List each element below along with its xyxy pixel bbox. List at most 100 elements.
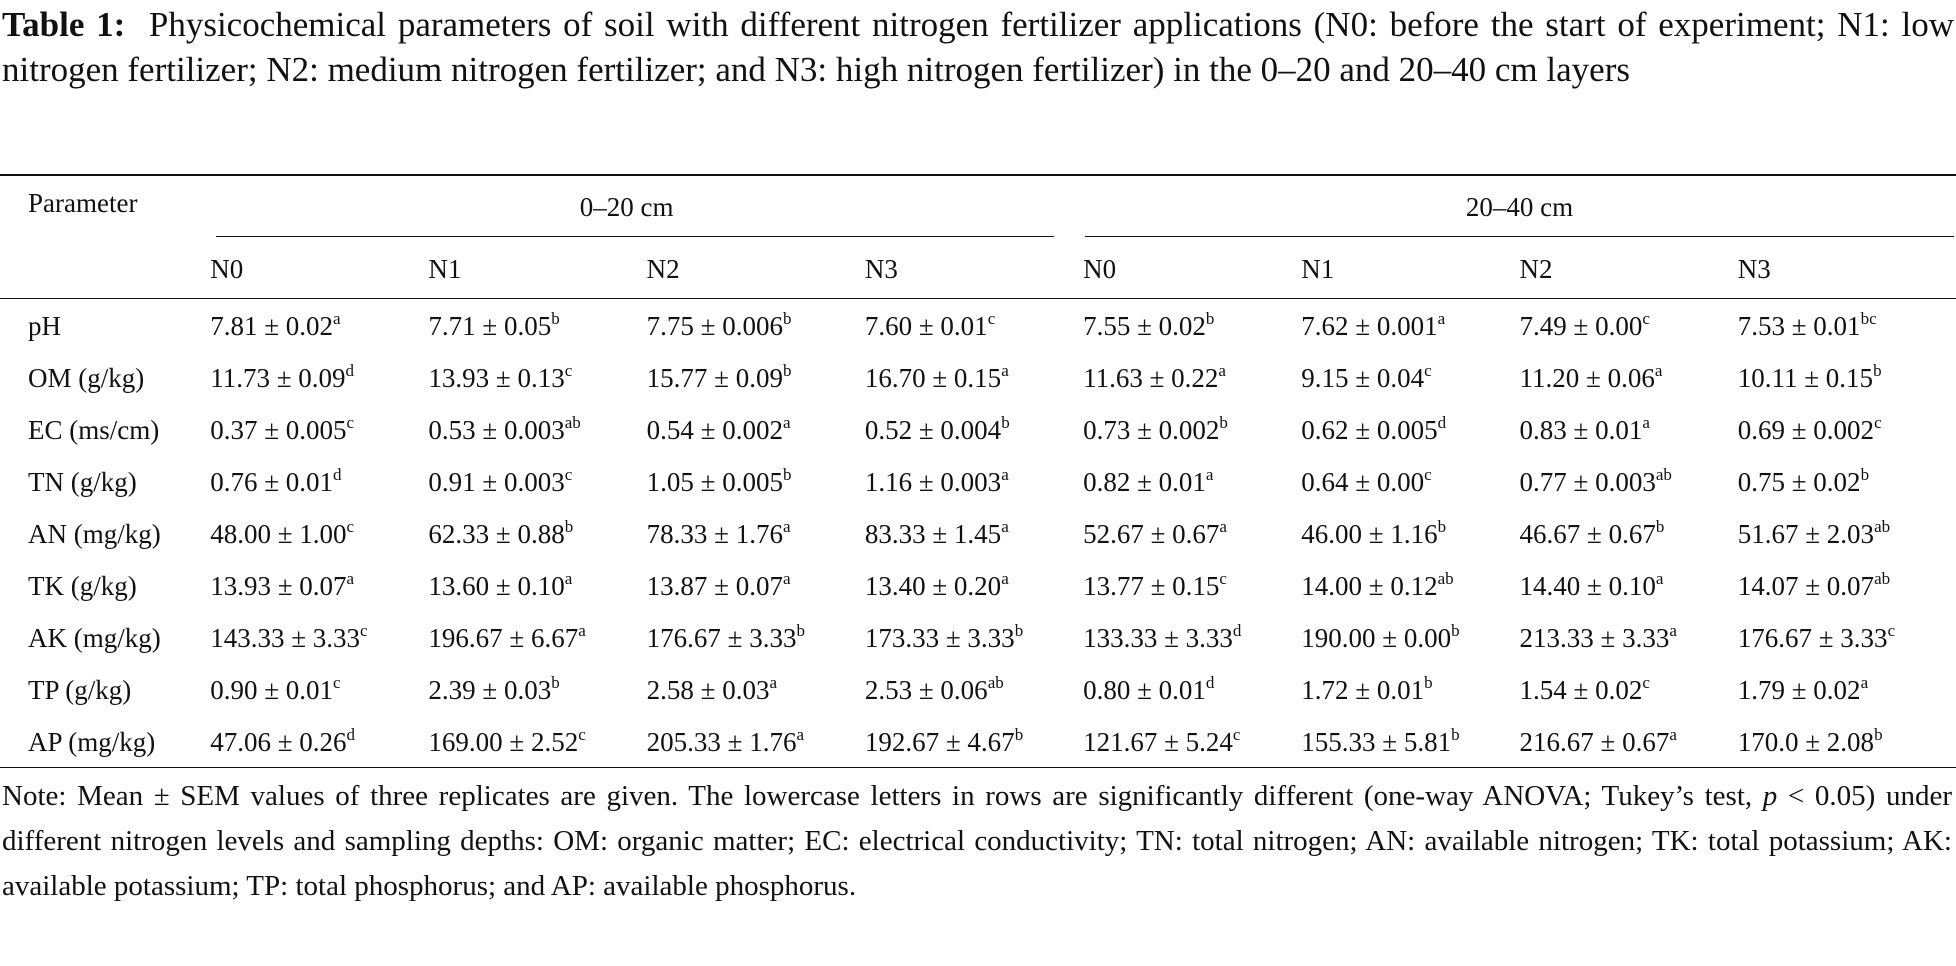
row-parameter: AN (mg/kg): [28, 518, 161, 549]
table-cell: 11.73 ± 0.09d: [210, 352, 428, 404]
cell-value: 13.93 ± 0.13: [428, 362, 565, 393]
table-cell: 121.67 ± 5.24c: [1083, 716, 1301, 768]
table-cell: 155.33 ± 5.81b: [1301, 716, 1519, 768]
cell-significance-letter: c: [1887, 620, 1896, 640]
cell-value: 13.60 ± 0.10: [428, 570, 565, 601]
cell-significance-letter: b: [1001, 412, 1010, 432]
cell-significance-letter: d: [346, 724, 356, 744]
header-rule: [0, 298, 1956, 299]
table-cell: 0.54 ± 0.002a: [647, 404, 865, 456]
table-cell: 1.79 ± 0.02a: [1738, 664, 1956, 716]
cell-value: 11.20 ± 0.06: [1519, 362, 1655, 393]
table-cell: 143.33 ± 3.33c: [210, 612, 428, 664]
cell-significance-letter: c: [1232, 724, 1241, 744]
table-cell: 0.76 ± 0.01d: [210, 456, 428, 508]
cell-significance-letter: a: [1001, 360, 1009, 380]
cell-significance-letter: ab: [564, 412, 581, 432]
table-cell: 13.40 ± 0.20a: [865, 560, 1083, 612]
cell-value: 176.67 ± 3.33: [1737, 622, 1888, 653]
cell-value: 1.79 ± 0.02: [1737, 674, 1861, 705]
table-cell: 11.63 ± 0.22a: [1083, 352, 1301, 404]
cell-value: 7.75 ± 0.006: [646, 310, 783, 341]
cell-significance-letter: b: [564, 516, 574, 536]
group-rule-20-40: [1085, 236, 1954, 237]
cell-significance-letter: ab: [1437, 568, 1454, 588]
table-cell: 7.60 ± 0.01c: [865, 300, 1083, 352]
table-caption: Table 1: Physicochemical parameters of s…: [2, 0, 1954, 92]
cell-significance-letter: a: [782, 568, 791, 588]
cell-significance-letter: ab: [987, 672, 1004, 692]
table-cell: 78.33 ± 1.76a: [647, 508, 865, 560]
row-parameter: OM (g/kg): [28, 362, 145, 393]
cell-value: 83.33 ± 1.45: [864, 518, 1002, 549]
table-cell: 0.77 ± 0.003ab: [1520, 456, 1738, 508]
cell-value: 14.00 ± 0.12: [1301, 570, 1438, 601]
cell-significance-letter: c: [346, 516, 355, 536]
table-cell: 83.33 ± 1.45a: [865, 508, 1083, 560]
cell-value: 13.40 ± 0.20: [864, 570, 1002, 601]
cell-value: 205.33 ± 1.76: [646, 726, 797, 757]
table-cell: 176.67 ± 3.33b: [647, 612, 865, 664]
cell-value: 1.72 ± 0.01: [1301, 674, 1425, 705]
table-cell: 51.67 ± 2.03ab: [1738, 508, 1956, 560]
table-cell: 0.75 ± 0.02b: [1738, 456, 1956, 508]
cell-value: 78.33 ± 1.76: [646, 518, 783, 549]
table-row: AK (mg/kg) 143.33 ± 3.33c 196.67 ± 6.67a 17…: [0, 612, 1956, 664]
cell-value: 14.07 ± 0.07: [1737, 570, 1875, 601]
cell-significance-letter: a: [782, 412, 791, 432]
table-cell: 170.0 ± 2.08b: [1738, 716, 1956, 768]
cell-significance-letter: b: [551, 672, 560, 692]
cell-value: 14.40 ± 0.10: [1519, 570, 1656, 601]
row-parameter: EC (ms/cm): [28, 414, 160, 445]
table-cell: 205.33 ± 1.76a: [647, 716, 865, 768]
cell-significance-letter: b: [782, 360, 792, 380]
caption-text: Physicochemical parameters of soil with …: [2, 5, 1955, 89]
cell-value: 213.33 ± 3.33: [1519, 622, 1670, 653]
group-rule-0-20: [216, 236, 1054, 237]
cell-significance-letter: a: [1437, 308, 1446, 328]
table-cell: 7.62 ± 0.001a: [1301, 300, 1519, 352]
col-header-n0-a: N0: [210, 253, 244, 284]
cell-value: 0.54 ± 0.002: [646, 414, 783, 445]
cell-value: 13.77 ± 0.15: [1083, 570, 1220, 601]
cell-significance-letter: b: [1424, 672, 1433, 692]
table-cell: 7.55 ± 0.02b: [1083, 300, 1301, 352]
table-cell: 13.87 ± 0.07a: [647, 560, 865, 612]
cell-significance-letter: b: [1451, 724, 1460, 744]
table-cell: 2.39 ± 0.03b: [428, 664, 646, 716]
table-cell: 192.67 ± 4.67b: [865, 716, 1083, 768]
cell-significance-letter: b: [1451, 620, 1460, 640]
cell-value: 169.00 ± 2.52: [428, 726, 579, 757]
data-table: Parameter 0–20 cm 20–40 cm N0 N1 N2 N3 N…: [0, 176, 1956, 768]
cell-value: 0.62 ± 0.005: [1301, 414, 1438, 445]
cell-significance-letter: d: [345, 360, 355, 380]
row-parameter: TK (g/kg): [28, 570, 137, 601]
col-header-n0-b: N0: [1083, 253, 1117, 284]
top-rule: [0, 174, 1956, 176]
note-part-1: Note: Mean ± SEM values of three replica…: [2, 780, 1763, 812]
cell-value: 2.58 ± 0.03: [646, 674, 770, 705]
cell-significance-letter: b: [1655, 516, 1665, 536]
cell-value: 13.87 ± 0.07: [646, 570, 783, 601]
table-cell: 7.81 ± 0.02a: [210, 300, 428, 352]
row-parameter: TN (g/kg): [28, 466, 137, 497]
table-row: AP (mg/kg) 47.06 ± 0.26d 169.00 ± 2.52c 205…: [0, 716, 1956, 768]
cell-significance-letter: a: [796, 724, 805, 744]
table-cell: 48.00 ± 1.00c: [210, 508, 428, 560]
cell-value: 46.00 ± 1.16: [1301, 518, 1438, 549]
cell-value: 1.05 ± 0.005: [646, 466, 783, 497]
cell-significance-letter: a: [1655, 568, 1664, 588]
cell-significance-letter: c: [564, 360, 573, 380]
table-cell: 213.33 ± 3.33a: [1520, 612, 1738, 664]
table-row: TK (g/kg) 13.93 ± 0.07a 13.60 ± 0.10a 13.87…: [0, 560, 1956, 612]
table-cell: 2.53 ± 0.06ab: [865, 664, 1083, 716]
cell-value: 7.60 ± 0.01: [864, 310, 988, 341]
cell-significance-letter: a: [782, 516, 791, 536]
cell-significance-letter: d: [1232, 620, 1242, 640]
group-header-row: Parameter 0–20 cm 20–40 cm: [0, 176, 1956, 238]
cell-value: 7.55 ± 0.02: [1083, 310, 1206, 341]
table-cell: 0.52 ± 0.004b: [865, 404, 1083, 456]
table-cell: 196.67 ± 6.67a: [428, 612, 646, 664]
cell-value: 7.81 ± 0.02: [210, 310, 334, 341]
